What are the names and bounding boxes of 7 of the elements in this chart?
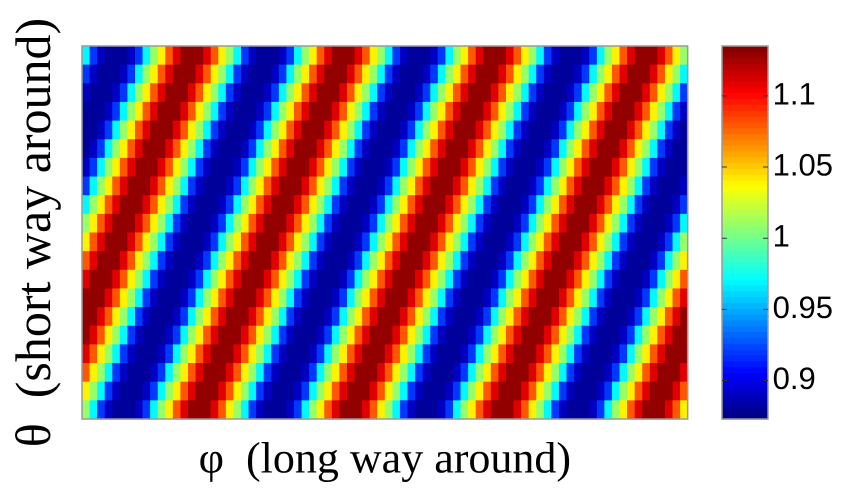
y-axis-title: θ (short way around): [5, 18, 62, 448]
color-bar-label: 0.9: [772, 361, 816, 396]
color-bar-label: 0.95: [772, 290, 834, 325]
color-bar-label: 1.05: [772, 148, 834, 183]
color-bar-label: 1: [772, 218, 790, 254]
x-axis-title: φ (long way around): [198, 434, 572, 483]
color-bar-label: 1.1: [772, 76, 816, 112]
